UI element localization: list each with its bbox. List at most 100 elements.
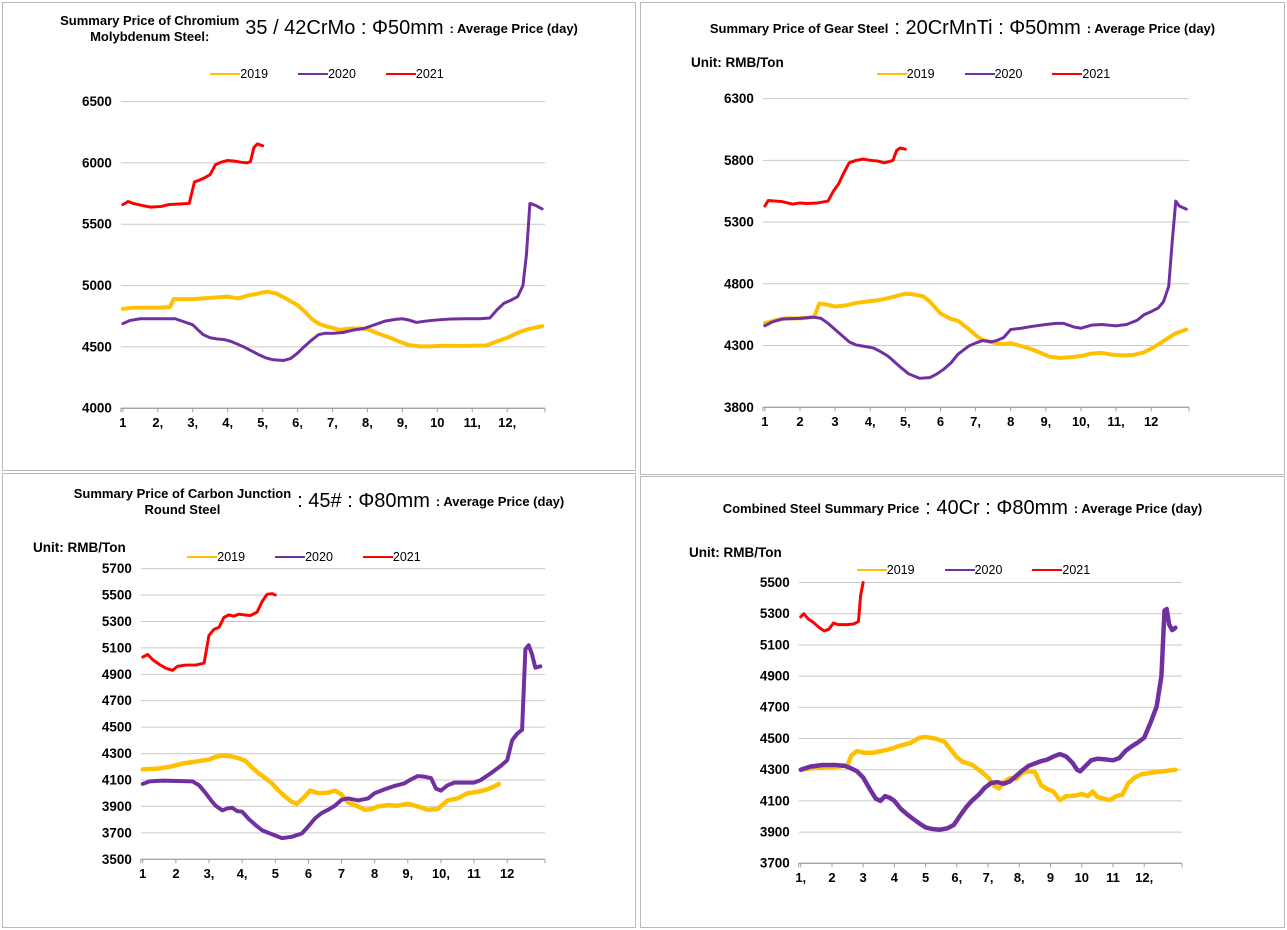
svg-text:4000: 4000 (82, 401, 112, 416)
svg-text:5700: 5700 (102, 561, 132, 576)
svg-text:9,: 9, (402, 866, 413, 881)
svg-text:4: 4 (891, 870, 899, 885)
legend-label-2020: 2020 (994, 67, 1023, 81)
svg-text:5,: 5, (257, 415, 268, 430)
legend-item-2019: 2019 (856, 563, 915, 577)
chart-panel-45: Summary Price of Carbon Junction Round S… (2, 473, 636, 928)
svg-text:1: 1 (761, 414, 768, 429)
svg-text:8: 8 (371, 866, 378, 881)
legend-item-2021: 2021 (1032, 563, 1090, 577)
svg-text:4500: 4500 (102, 720, 132, 735)
line-chart-canvas: 3700 3900 4100 4300 4500 4700 4900 5100 5300 5500… (760, 575, 1183, 885)
chart-panel-42crmo: Summary Price of Chromium Molybdenum Ste… (2, 2, 636, 471)
legend-item-2020: 2020 (944, 563, 1002, 577)
svg-text:6,: 6, (292, 415, 303, 430)
svg-text:4100: 4100 (760, 793, 790, 808)
svg-text:3: 3 (860, 870, 867, 885)
title-prefix: Summary Price of Chromium Molybdenum Ste… (60, 13, 239, 44)
legend-label-2021: 2021 (1082, 67, 1111, 81)
title-suffix: : Average Price (day) (1086, 21, 1216, 36)
chart-title: Summary Price of Chromium Molybdenum Ste… (3, 13, 635, 44)
legend-label-2020: 2020 (305, 550, 333, 564)
legend-item-2019: 2019 (187, 550, 245, 564)
legend-swatch-2020 (298, 73, 329, 75)
svg-text:2: 2 (796, 414, 803, 429)
title-prefix: Combined Steel Summary Price (723, 501, 920, 517)
svg-text:3: 3 (831, 414, 838, 429)
svg-text:5300: 5300 (724, 215, 754, 230)
svg-text:5300: 5300 (760, 606, 790, 621)
legend-label-2021: 2021 (1062, 563, 1091, 577)
legend-item-2020: 2020 (275, 550, 333, 564)
legend-swatch-2019 (187, 556, 218, 558)
svg-text:4300: 4300 (724, 338, 754, 353)
svg-text:8,: 8, (362, 415, 373, 430)
svg-text:6,: 6, (951, 870, 962, 885)
legend-swatch-2020 (944, 569, 975, 571)
title-grade: : 20CrMnTi : Φ50mm (894, 17, 1081, 39)
svg-text:4500: 4500 (760, 731, 790, 746)
svg-text:9: 9 (1047, 870, 1054, 885)
svg-text:4700: 4700 (760, 700, 790, 715)
unit-label: Unit: RMB/Ton (689, 545, 782, 560)
legend-label-2019: 2019 (240, 67, 269, 81)
svg-text:2: 2 (828, 870, 835, 885)
legend: 2019 2020 2021 (3, 67, 635, 81)
chart-panel-20crmnti: Summary Price of Gear Steel : 20CrMnTi :… (640, 2, 1285, 475)
legend-label-2020: 2020 (328, 67, 356, 81)
legend-item-2021: 2021 (1052, 67, 1110, 81)
legend-label-2019: 2019 (217, 550, 246, 564)
svg-text:10: 10 (430, 415, 444, 430)
svg-text:6300: 6300 (724, 91, 754, 106)
svg-text:3800: 3800 (724, 400, 754, 415)
svg-text:7: 7 (338, 866, 345, 881)
svg-text:7,: 7, (327, 415, 338, 430)
title-prefix: Summary Price of Carbon Junction Round S… (74, 486, 291, 517)
svg-text:12,: 12, (1135, 870, 1153, 885)
svg-text:4300: 4300 (760, 762, 790, 777)
legend-swatch-2021 (1032, 569, 1063, 571)
svg-text:3700: 3700 (102, 825, 132, 840)
chart-title: Summary Price of Carbon Junction Round S… (3, 486, 635, 517)
unit-label: Unit: RMB/Ton (691, 55, 784, 70)
svg-text:12: 12 (1144, 414, 1158, 429)
title-prefix-line1: Summary Price of Carbon Junction (73, 486, 292, 501)
legend: 2019 2020 2021 (641, 67, 1284, 81)
svg-text:3900: 3900 (760, 825, 790, 840)
svg-text:5500: 5500 (760, 575, 790, 590)
svg-text:4300: 4300 (102, 746, 132, 761)
svg-text:6: 6 (937, 414, 944, 429)
legend-swatch-2021 (385, 73, 416, 75)
title-prefix-line1: Summary Price of Chromium (60, 13, 240, 28)
svg-text:3700: 3700 (760, 856, 790, 871)
svg-text:5,: 5, (900, 414, 911, 429)
legend-label-2021: 2021 (392, 550, 421, 564)
svg-text:3,: 3, (204, 866, 215, 881)
legend-item-2019: 2019 (876, 67, 935, 81)
legend-item-2020: 2020 (298, 67, 356, 81)
svg-text:11,: 11, (464, 415, 481, 430)
svg-text:7,: 7, (983, 870, 994, 885)
svg-text:5000: 5000 (82, 278, 112, 293)
svg-text:6000: 6000 (82, 155, 112, 170)
svg-text:9,: 9, (1040, 414, 1051, 429)
svg-text:6500: 6500 (82, 94, 112, 109)
title-suffix: : Average Price (day) (435, 494, 565, 510)
svg-text:8,: 8, (1014, 870, 1025, 885)
svg-text:8: 8 (1007, 414, 1014, 429)
legend-swatch-2020 (964, 73, 995, 75)
title-prefix-line2: Round Steel (144, 501, 221, 517)
svg-text:9,: 9, (397, 415, 408, 430)
svg-text:4500: 4500 (82, 339, 112, 354)
svg-text:3500: 3500 (102, 852, 132, 867)
chart-title: Summary Price of Gear Steel : 20CrMnTi :… (641, 17, 1284, 40)
legend: 2019 2020 2021 (641, 563, 1284, 577)
svg-text:12: 12 (500, 866, 514, 881)
legend-item-2021: 2021 (385, 67, 444, 81)
svg-text:5: 5 (922, 870, 929, 885)
svg-text:5: 5 (272, 866, 279, 881)
legend-item-2019: 2019 (210, 67, 268, 81)
svg-text:11: 11 (467, 866, 481, 881)
svg-text:4700: 4700 (102, 693, 132, 708)
